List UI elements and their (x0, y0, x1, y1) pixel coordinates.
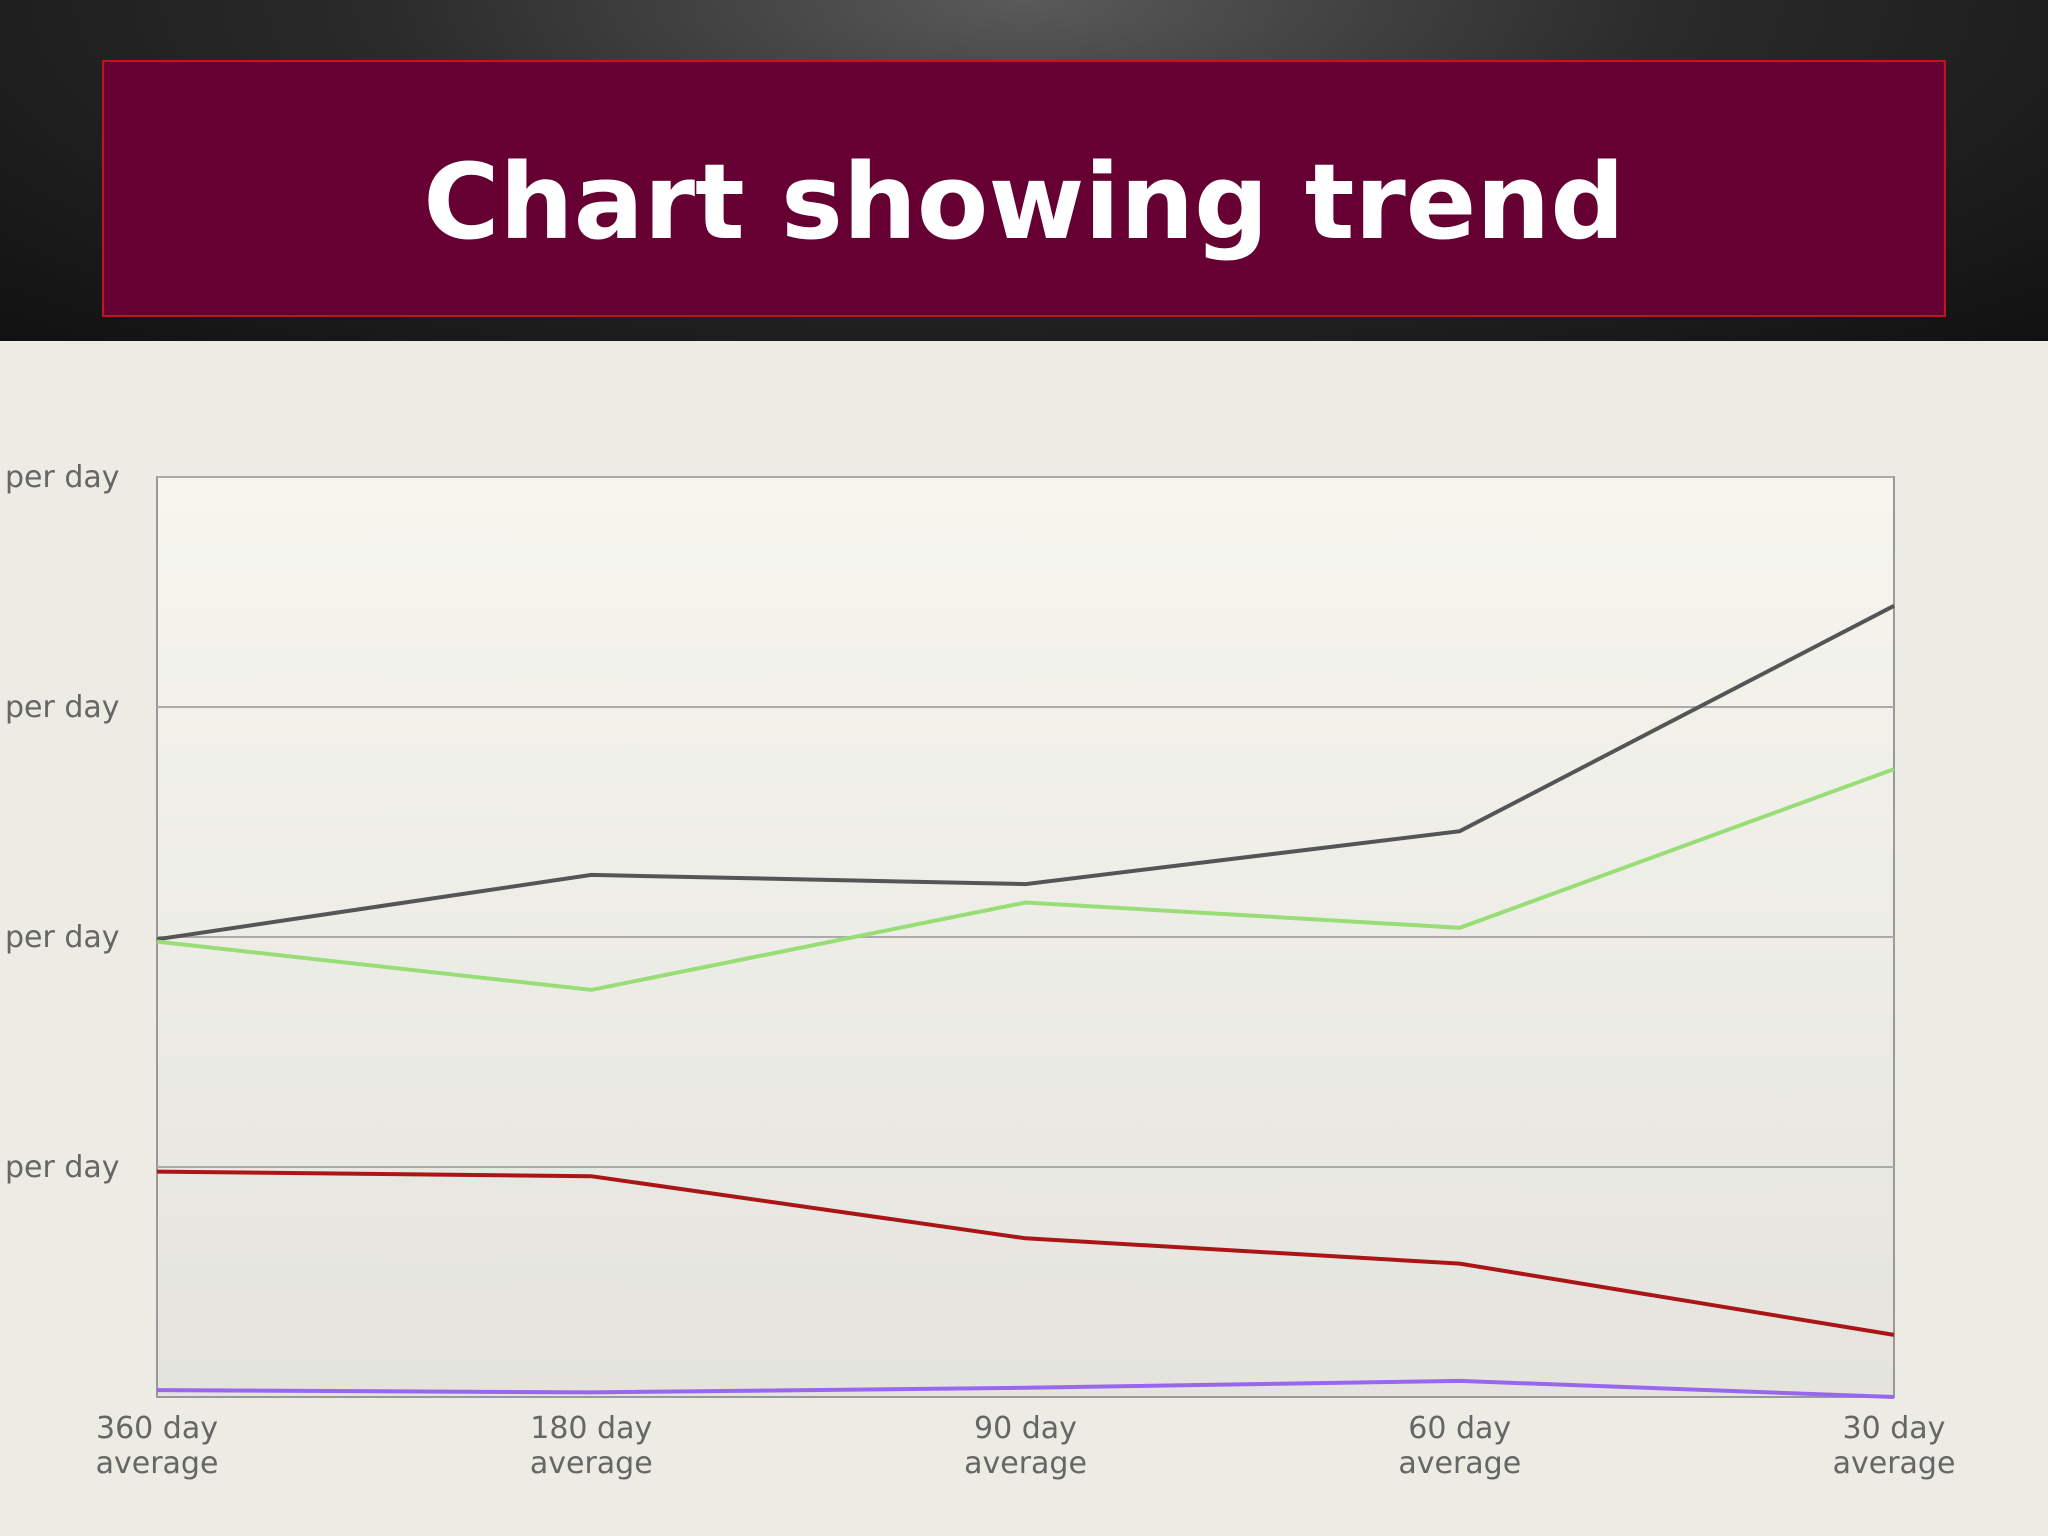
x-tick-label: 30 day average (1833, 1411, 1956, 1481)
line-series (156, 1169, 1895, 1337)
x-tick-label-line: 180 day (530, 1411, 652, 1446)
y-tick-label: per day (5, 1150, 120, 1185)
x-tick-label-line: average (964, 1446, 1087, 1481)
x-tick-label-line: average (530, 1446, 653, 1481)
x-tick-label-line: 30 day (1843, 1411, 1946, 1446)
x-tick-label: 60 day average (1398, 1411, 1521, 1481)
line-series (156, 1378, 1895, 1399)
x-tick-label-line: average (96, 1446, 219, 1481)
y-tick-label: per day (5, 920, 120, 955)
title-box: Chart showing trend (102, 60, 1946, 317)
y-tick-label: per day (5, 690, 120, 725)
x-tick-label: 360 day average (96, 1411, 219, 1481)
x-tick-label-line: average (1398, 1446, 1521, 1481)
line-series (156, 767, 1895, 992)
x-tick-label-line: average (1833, 1446, 1956, 1481)
header: Chart showing trend (0, 0, 2048, 341)
x-tick-label-line: 60 day (1408, 1411, 1511, 1446)
x-tick-label-line: 90 day (974, 1411, 1077, 1446)
y-tick-label: per day (5, 460, 120, 495)
x-tick-label-line: 360 day (96, 1411, 218, 1446)
x-tick-label: 180 day average (530, 1411, 653, 1481)
line-series (156, 604, 1895, 942)
x-tick-label: 90 day average (964, 1411, 1087, 1481)
title: Chart showing trend (423, 141, 1625, 263)
